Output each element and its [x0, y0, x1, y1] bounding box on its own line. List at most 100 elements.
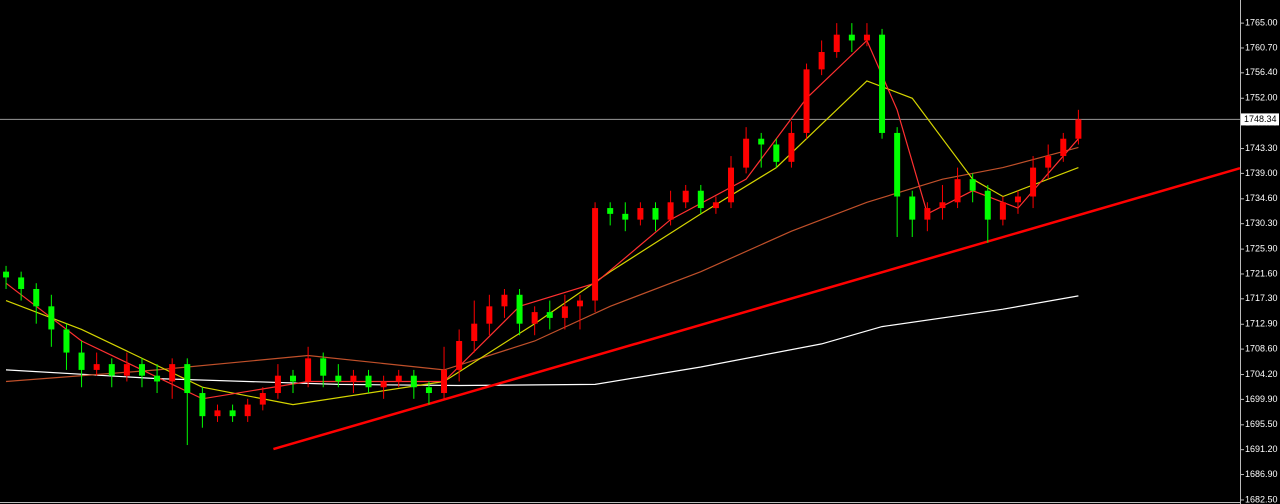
y-tick-label: 1760.70: [1245, 42, 1278, 52]
candle-body: [1060, 138, 1067, 157]
candle-body: [18, 277, 25, 289]
candle-body: [274, 375, 281, 394]
candle-body: [516, 294, 523, 324]
candle-body: [1030, 167, 1037, 197]
candle-body: [909, 196, 916, 220]
y-tick-label: 1743.30: [1245, 143, 1278, 153]
candle-body: [879, 34, 886, 133]
y-tick-label: 1712.90: [1245, 319, 1278, 329]
candle-body: [501, 294, 508, 307]
candle-body: [576, 300, 583, 307]
candle-body: [199, 393, 206, 417]
y-tick-label: 1717.30: [1245, 293, 1278, 303]
y-tick-label: 1682.50: [1245, 494, 1278, 504]
candle-body: [1014, 196, 1021, 203]
y-tick-label: 1765.00: [1245, 17, 1278, 27]
y-tick-label: 1756.40: [1245, 67, 1278, 77]
candle-body: [395, 375, 402, 382]
candle-body: [3, 271, 10, 278]
candle-body: [924, 208, 931, 220]
candle-body: [592, 208, 599, 301]
candle-body: [894, 132, 901, 197]
candle-body: [93, 364, 100, 370]
candle-body: [425, 387, 432, 394]
candle-body: [214, 410, 221, 417]
candle-body: [818, 52, 825, 70]
y-tick-label: 1721.60: [1245, 268, 1278, 278]
candle-body: [486, 306, 493, 324]
candle-body: [833, 34, 840, 53]
candle-body: [350, 375, 357, 382]
candle-body: [984, 190, 991, 220]
moving-average: [5, 39, 1079, 400]
trendline: [273, 166, 1241, 451]
candle-body: [667, 202, 674, 220]
candle-body: [244, 404, 251, 417]
candle-body: [48, 306, 55, 330]
candle-body: [848, 34, 855, 41]
candle-body: [803, 69, 810, 133]
current-price-label: 1748.34: [1244, 114, 1277, 124]
candle-body: [954, 179, 961, 203]
candle-body: [410, 375, 417, 388]
candle-body: [561, 306, 568, 318]
candle-body: [939, 202, 946, 209]
candle-body: [441, 369, 448, 394]
candle-body: [607, 208, 614, 214]
candle-body: [108, 364, 115, 376]
candle-body: [184, 364, 191, 394]
candle-body: [546, 312, 553, 318]
y-tick-label: 1699.90: [1245, 394, 1278, 404]
candle-body: [63, 329, 70, 353]
candle-body: [471, 323, 478, 342]
candle-body: [1045, 156, 1052, 168]
candle-body: [380, 381, 387, 388]
candle-body: [637, 208, 644, 220]
candle-body: [33, 288, 40, 307]
candle-body: [969, 179, 976, 191]
candle-body: [773, 144, 780, 162]
candle-body: [138, 364, 145, 376]
candle-body: [154, 375, 161, 382]
moving-average: [5, 146, 1079, 383]
moving-average: [5, 295, 1079, 387]
candle-body: [365, 375, 372, 388]
candle-body: [320, 358, 327, 376]
y-tick-label: 1725.90: [1245, 243, 1278, 253]
y-tick-label: 1704.20: [1245, 369, 1278, 379]
candle-body: [999, 202, 1006, 220]
candle-body: [456, 341, 463, 370]
y-tick-label: 1752.00: [1245, 93, 1278, 103]
candle-body: [788, 132, 795, 162]
candle-body: [622, 213, 629, 220]
candle-body: [743, 138, 750, 168]
candle-body: [682, 190, 689, 203]
candle-body: [259, 393, 266, 405]
y-tick-label: 1695.50: [1245, 419, 1278, 429]
y-tick-label: 1691.20: [1245, 444, 1278, 454]
y-tick-label: 1686.90: [1245, 469, 1278, 479]
candle-body: [123, 364, 130, 376]
candle-body: [863, 34, 870, 41]
y-tick-label: 1739.00: [1245, 168, 1278, 178]
candle-body: [728, 167, 735, 203]
candle-body: [697, 190, 704, 209]
candle-body: [652, 208, 659, 220]
candle-body: [78, 352, 85, 370]
y-tick-label: 1730.30: [1245, 218, 1278, 228]
current-price-box: [1241, 113, 1279, 126]
candle-body: [229, 410, 236, 417]
candle-body: [335, 375, 342, 382]
y-tick-label: 1734.60: [1245, 193, 1278, 203]
candle-body: [169, 364, 176, 382]
candle-body: [1075, 119, 1082, 139]
candle-body: [531, 312, 538, 324]
moving-average: [5, 80, 1079, 406]
candle-body: [758, 138, 765, 145]
y-tick-label: 1708.60: [1245, 343, 1278, 353]
candle-body: [305, 358, 312, 382]
candle-body: [712, 202, 719, 209]
candle-body: [290, 375, 297, 382]
